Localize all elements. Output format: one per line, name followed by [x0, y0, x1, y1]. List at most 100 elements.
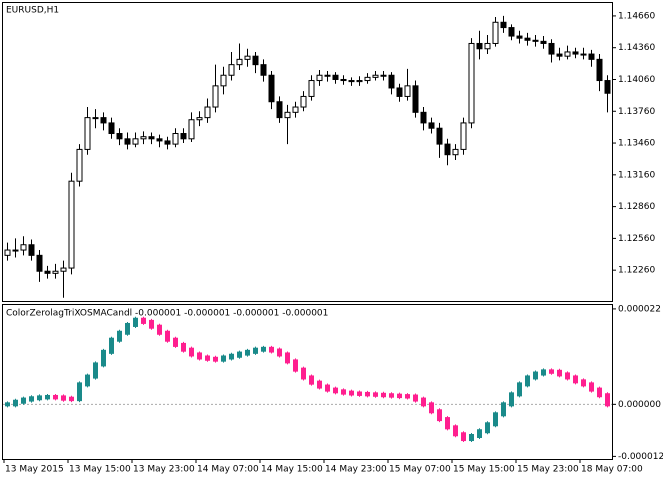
candle-body [228, 64, 235, 76]
y-tick-label: 1.12260 [618, 266, 655, 276]
indicator-candle [301, 367, 306, 380]
indicator-candle [413, 394, 418, 402]
x-tick-label: 14 May 07:00 [197, 465, 259, 475]
chart-title: EURUSD,H1 [6, 6, 59, 16]
candle-body [516, 35, 523, 39]
indicator-candle [469, 434, 474, 442]
candle-body [180, 133, 187, 140]
indicator-candle [381, 392, 386, 398]
candle-body [52, 270, 59, 274]
x-tick-label: 13 May 23:00 [133, 465, 195, 475]
candle-body [356, 80, 363, 83]
candle-body [540, 40, 547, 44]
y-tick-label: 1.12860 [618, 202, 655, 212]
indicator-candle [101, 349, 106, 367]
indicator-candle [285, 352, 290, 364]
candle-body [348, 80, 355, 83]
indicator-candle [517, 382, 522, 397]
candle-body [428, 122, 435, 129]
candle-body [140, 136, 147, 140]
candle-body [156, 138, 163, 142]
y-tick-label: 1.13760 [618, 107, 655, 117]
candle-body [476, 42, 483, 50]
indicator-candle [21, 397, 26, 404]
indicator-candle [429, 402, 434, 414]
candle-body [436, 127, 443, 145]
y-tick-label: 1.14060 [618, 75, 655, 85]
candle-body [4, 249, 11, 256]
x-tick-label: 15 May 07:00 [389, 465, 451, 475]
indicator-candle [173, 337, 178, 347]
indicator-candle [501, 402, 506, 417]
indicator-candle [477, 429, 482, 439]
y-tick-label: 0.000022 [618, 304, 661, 314]
candle-body [252, 55, 259, 66]
indicator-candle [373, 392, 378, 397]
candle-body [268, 74, 275, 103]
indicator-candle [149, 319, 154, 329]
indicator-candle [325, 384, 330, 392]
candle-body [172, 133, 179, 145]
y-tick-label: 1.14660 [618, 11, 655, 21]
candle-body [76, 148, 83, 182]
candle-body [492, 21, 499, 44]
indicator-candle [157, 324, 162, 335]
y-tick-label: 1.13160 [618, 170, 655, 180]
candle-body [508, 27, 515, 37]
indicator-candle [37, 395, 42, 401]
indicator-candle [109, 337, 114, 354]
candle-body [124, 138, 131, 145]
indicator-candle [581, 379, 586, 387]
y-tick-label: 1.12560 [618, 234, 655, 244]
candle-body [284, 111, 291, 119]
indicator-candle [341, 389, 346, 395]
indicator-candle [485, 422, 490, 434]
indicator-candle [53, 394, 58, 400]
candle-body [484, 42, 491, 50]
candle-body [220, 74, 227, 87]
indicator-candle [445, 417, 450, 430]
indicator-candle [133, 317, 138, 327]
y-tick-label: -0.000012 [618, 452, 663, 462]
indicator-candle [189, 347, 194, 357]
y-tick-label: 1.14360 [618, 43, 655, 53]
indicator-candle [85, 374, 90, 387]
candle-body [380, 74, 387, 77]
candle-body [572, 51, 579, 55]
candle-body [100, 117, 107, 124]
candle-body [204, 106, 211, 119]
indicator-candle [13, 399, 18, 407]
indicator-candle [509, 392, 514, 407]
candle-body [564, 51, 571, 57]
candle-body [116, 133, 123, 140]
indicator-candle [205, 355, 210, 361]
indicator-candle [533, 371, 538, 380]
candle-body [316, 74, 323, 82]
indicator-candle [437, 409, 442, 422]
x-tick-label: 13 May 15:00 [69, 465, 131, 475]
indicator-candle [541, 369, 546, 376]
indicator-title: ColorZerolagTriXOSMACandl -0.000001 -0.0… [6, 309, 328, 319]
indicator-candle [349, 390, 354, 396]
indicator-candle [421, 397, 426, 407]
indicator-candle [405, 394, 410, 399]
candle-body [364, 76, 371, 82]
indicator-candle [69, 396, 74, 402]
candle-body [244, 55, 251, 60]
indicator-candle [237, 351, 242, 358]
indicator-candle [93, 362, 98, 379]
indicator-candle [597, 387, 602, 398]
candle-body [556, 53, 563, 57]
candle-body [404, 85, 411, 97]
candle-body [20, 244, 27, 251]
indicator-candle [565, 372, 570, 380]
candle-body [292, 106, 299, 113]
indicator-candle [165, 330, 170, 342]
candle-body [324, 74, 331, 77]
x-tick-label: 13 May 2015 [5, 465, 64, 475]
candle-body [388, 74, 395, 89]
candle-body [36, 254, 43, 272]
indicator-candle [589, 382, 594, 392]
candle-body [588, 53, 595, 60]
